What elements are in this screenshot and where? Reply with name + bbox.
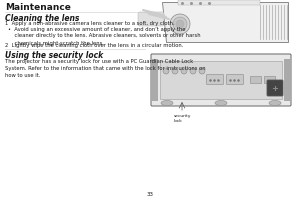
Circle shape <box>199 68 205 74</box>
Polygon shape <box>162 2 288 42</box>
Text: Maintenance: Maintenance <box>5 3 71 12</box>
Text: 1  Apply a non-abrasive camera lens cleaner to a soft, dry cloth.: 1 Apply a non-abrasive camera lens clean… <box>5 21 175 26</box>
Text: 33: 33 <box>146 192 154 197</box>
Text: security
lock: security lock <box>174 114 191 123</box>
Text: Cleaning the lens: Cleaning the lens <box>5 14 80 23</box>
Circle shape <box>172 68 178 74</box>
Ellipse shape <box>161 100 173 106</box>
Circle shape <box>163 68 169 74</box>
Text: 2  Lightly wipe the cleaning cloth over the lens in a circular motion.: 2 Lightly wipe the cleaning cloth over t… <box>5 43 183 48</box>
Text: Using the security lock: Using the security lock <box>5 51 103 60</box>
Bar <box>152 59 158 101</box>
Bar <box>250 76 261 83</box>
Circle shape <box>190 68 196 74</box>
FancyBboxPatch shape <box>267 80 283 96</box>
Bar <box>160 61 282 99</box>
Text: •  Avoid using an excessive amount of cleaner, and don’t apply the
    cleaner d: • Avoid using an excessive amount of cle… <box>8 26 201 46</box>
Circle shape <box>170 14 190 34</box>
FancyBboxPatch shape <box>206 74 224 84</box>
Circle shape <box>173 17 187 31</box>
Ellipse shape <box>269 100 281 106</box>
Circle shape <box>176 20 184 28</box>
Circle shape <box>181 68 187 74</box>
Bar <box>264 76 275 83</box>
FancyBboxPatch shape <box>178 0 260 5</box>
Text: The projector has a security lock for use with a PC Guardian Cable Lock
System. : The projector has a security lock for us… <box>5 59 206 78</box>
FancyBboxPatch shape <box>138 12 164 26</box>
Bar <box>284 59 290 101</box>
Ellipse shape <box>215 100 227 106</box>
FancyBboxPatch shape <box>151 54 291 106</box>
FancyBboxPatch shape <box>226 74 244 84</box>
